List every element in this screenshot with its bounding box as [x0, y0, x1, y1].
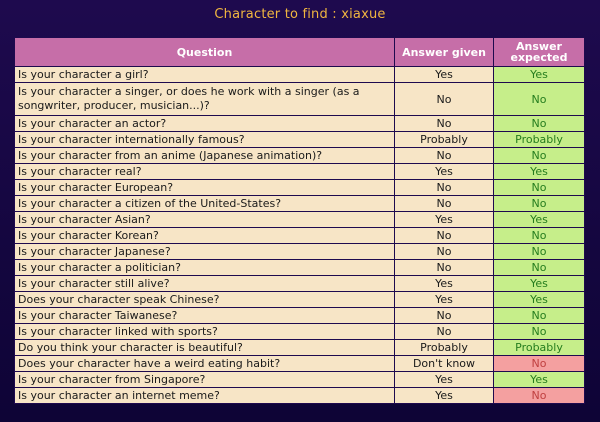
- answer-expected-cell: Yes: [494, 212, 585, 228]
- answer-expected-cell: No: [494, 308, 585, 324]
- answer-expected-cell: Yes: [494, 164, 585, 180]
- answer-given-cell: Probably: [395, 340, 494, 356]
- answer-expected-cell: No: [494, 244, 585, 260]
- answer-given-cell: No: [395, 116, 494, 132]
- question-cell: Is your character a politician?: [14, 260, 395, 276]
- question-cell: Is your character Japanese?: [14, 244, 395, 260]
- answer-expected-cell: Yes: [494, 276, 585, 292]
- answer-given-cell: No: [395, 180, 494, 196]
- answer-given-cell: Yes: [395, 164, 494, 180]
- answer-expected-cell: Yes: [494, 67, 585, 83]
- question-cell: Is your character internationally famous…: [14, 132, 395, 148]
- question-cell: Do you think your character is beautiful…: [14, 340, 395, 356]
- table-row: Is your character Taiwanese? No No: [14, 308, 585, 324]
- table-row: Is your character still alive? Yes Yes: [14, 276, 585, 292]
- answer-given-cell: Probably: [395, 132, 494, 148]
- question-cell: Is your character Korean?: [14, 228, 395, 244]
- answer-given-column-header: Answer given: [395, 37, 494, 67]
- table-row: Is your character a girl? Yes Yes: [14, 67, 585, 83]
- answer-expected-column-header: Answer expected: [494, 37, 585, 67]
- table-row: Is your character from an anime (Japanes…: [14, 148, 585, 164]
- table-row: Is your character a singer, or does he w…: [14, 83, 585, 116]
- table-row: Is your character a politician? No No: [14, 260, 585, 276]
- answer-expected-cell: No: [494, 196, 585, 212]
- question-cell: Is your character still alive?: [14, 276, 395, 292]
- question-cell: Does your character have a weird eating …: [14, 356, 395, 372]
- answer-expected-cell: No: [494, 116, 585, 132]
- question-cell: Is your character a singer, or does he w…: [14, 83, 395, 116]
- question-cell: Does your character speak Chinese?: [14, 292, 395, 308]
- table-body: Is your character a girl? Yes Yes Is your c…: [14, 67, 585, 404]
- page-title: Character to find : xiaxue: [214, 7, 386, 22]
- answer-given-cell: Yes: [395, 67, 494, 83]
- table-row: Is your character Korean? No No: [14, 228, 585, 244]
- question-cell: Is your character from Singapore?: [14, 372, 395, 388]
- answer-expected-cell: Yes: [494, 372, 585, 388]
- answer-expected-cell: Probably: [494, 340, 585, 356]
- answer-given-cell: Yes: [395, 276, 494, 292]
- table-row: Do you think your character is beautiful…: [14, 340, 585, 356]
- answer-expected-cell: No: [494, 148, 585, 164]
- answer-expected-cell: No: [494, 180, 585, 196]
- table-row: Is your character from Singapore? Yes Yes: [14, 372, 585, 388]
- answer-given-cell: No: [395, 228, 494, 244]
- answer-expected-cell: No: [494, 324, 585, 340]
- table-row: Does your character speak Chinese? Yes Yes: [14, 292, 585, 308]
- answer-expected-cell: No: [494, 260, 585, 276]
- question-cell: Is your character real?: [14, 164, 395, 180]
- table-row: Is your character real? Yes Yes: [14, 164, 585, 180]
- answer-given-cell: No: [395, 244, 494, 260]
- answer-given-cell: Yes: [395, 388, 494, 404]
- answer-expected-cell: No: [494, 228, 585, 244]
- answer-given-cell: No: [395, 324, 494, 340]
- question-cell: Is your character Taiwanese?: [14, 308, 395, 324]
- table-row: Does your character have a weird eating …: [14, 356, 585, 372]
- table-row: Is your character Asian? Yes Yes: [14, 212, 585, 228]
- answer-given-cell: Yes: [395, 292, 494, 308]
- table-row: Is your character Japanese? No No: [14, 244, 585, 260]
- table-row: Is your character a citizen of the Unite…: [14, 196, 585, 212]
- answer-given-cell: No: [395, 196, 494, 212]
- question-cell: Is your character European?: [14, 180, 395, 196]
- answer-expected-cell: No: [494, 356, 585, 372]
- question-cell: Is your character Asian?: [14, 212, 395, 228]
- answer-given-cell: Don't know: [395, 356, 494, 372]
- question-cell: Is your character a citizen of the Unite…: [14, 196, 395, 212]
- question-cell: Is your character an internet meme?: [14, 388, 395, 404]
- table-header-row: Question Answer given Answer expected: [14, 37, 585, 67]
- answer-expected-cell: No: [494, 83, 585, 116]
- table-row: Is your character an actor? No No: [14, 116, 585, 132]
- answers-table: Question Answer given Answer expected Is…: [14, 37, 585, 404]
- question-cell: Is your character a girl?: [14, 67, 395, 83]
- table-row: Is your character linked with sports? No N…: [14, 324, 585, 340]
- table-row: Is your character European? No No: [14, 180, 585, 196]
- table-row: Is your character internationally famous…: [14, 132, 585, 148]
- answer-expected-cell: No: [494, 388, 585, 404]
- answer-given-cell: Yes: [395, 372, 494, 388]
- answer-expected-cell: Probably: [494, 132, 585, 148]
- answer-given-cell: No: [395, 308, 494, 324]
- question-cell: Is your character linked with sports?: [14, 324, 395, 340]
- answer-given-cell: Yes: [395, 212, 494, 228]
- answer-expected-cell: Yes: [494, 292, 585, 308]
- table-row: Is your character an internet meme? Yes No: [14, 388, 585, 404]
- question-cell: Is your character an actor?: [14, 116, 395, 132]
- answer-given-cell: No: [395, 83, 494, 116]
- answer-given-cell: No: [395, 148, 494, 164]
- question-cell: Is your character from an anime (Japanes…: [14, 148, 395, 164]
- question-column-header: Question: [14, 37, 395, 67]
- answer-given-cell: No: [395, 260, 494, 276]
